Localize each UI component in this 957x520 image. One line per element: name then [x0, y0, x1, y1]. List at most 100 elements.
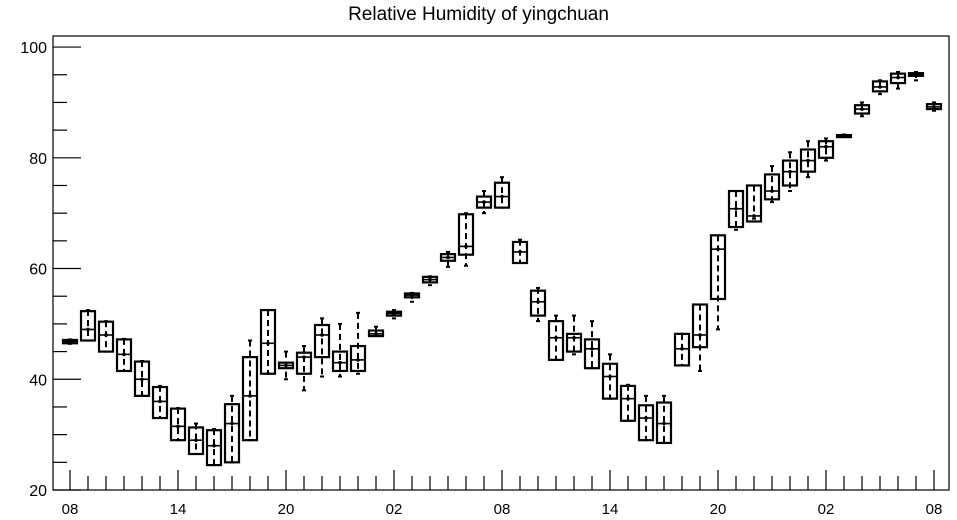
median-point — [86, 327, 90, 332]
y-tick-label: 40 — [29, 372, 47, 389]
median-point — [734, 206, 738, 211]
box-hour-48 — [925, 101, 943, 112]
box-hour-11 — [259, 308, 277, 375]
median-point — [446, 255, 450, 260]
box-hour-22 — [457, 212, 475, 267]
median-point — [194, 438, 198, 442]
median-point — [680, 347, 684, 351]
box — [745, 184, 763, 223]
box-hour-42 — [817, 137, 835, 162]
box-hour-43 — [835, 133, 853, 139]
box-hour-24 — [493, 176, 511, 209]
box-hour-29 — [583, 320, 601, 370]
box — [781, 159, 799, 187]
median-point — [266, 341, 270, 346]
box-hour-2 — [97, 320, 115, 353]
box — [115, 338, 133, 373]
box-hour-27 — [547, 314, 565, 361]
tick-labels: 20 40 60 80 100 08 14 20 02 08 14 20 02 08 — [20, 40, 942, 518]
median-point — [896, 75, 900, 80]
box-hour-46 — [889, 70, 907, 90]
median-point — [860, 107, 864, 111]
x-tick-label: 08 — [926, 501, 943, 518]
median-point — [302, 355, 306, 359]
x-tick-label: 08 — [494, 501, 511, 518]
box-hour-30 — [601, 353, 619, 400]
box — [619, 384, 637, 422]
box — [295, 351, 313, 375]
median-point — [284, 363, 288, 368]
box — [601, 362, 619, 400]
box-hour-4 — [133, 359, 151, 397]
chart-title: Relative Humidity of yingchuan — [348, 4, 609, 25]
box — [151, 385, 169, 420]
box-hour-0 — [61, 338, 79, 345]
box-hour-6 — [169, 407, 187, 442]
box-hour-35 — [691, 303, 709, 372]
box — [637, 404, 655, 442]
median-point — [374, 332, 378, 336]
box-hour-15 — [331, 322, 349, 378]
median-point — [806, 158, 810, 163]
median-point — [842, 133, 846, 138]
median-point — [788, 169, 792, 174]
median-point — [338, 360, 342, 365]
x-tick-label: 02 — [818, 501, 835, 518]
box-hour-31 — [619, 383, 637, 422]
box — [79, 310, 97, 342]
median-point — [752, 214, 756, 218]
box — [331, 350, 349, 373]
box — [493, 181, 511, 209]
median-point — [158, 399, 162, 404]
box — [259, 308, 277, 375]
box — [349, 344, 367, 373]
box — [691, 303, 709, 349]
box — [889, 72, 907, 85]
median-point — [554, 335, 558, 340]
axes — [52, 35, 950, 491]
median-point — [104, 333, 108, 337]
box-hour-23 — [475, 190, 493, 215]
median-point — [878, 85, 882, 89]
box-hour-41 — [799, 140, 817, 179]
box-hour-14 — [313, 317, 331, 378]
median-point — [698, 333, 702, 337]
box-hour-28 — [565, 314, 583, 356]
box-hour-34 — [673, 332, 691, 367]
box — [97, 320, 115, 353]
box-hour-3 — [115, 337, 133, 373]
y-tick-label: 60 — [29, 262, 47, 279]
box — [313, 323, 331, 359]
box — [205, 429, 223, 467]
median-point — [770, 189, 774, 193]
median-point — [536, 299, 540, 304]
box — [655, 401, 673, 445]
median-point — [518, 250, 522, 254]
median-point — [356, 358, 360, 362]
box-hour-36 — [709, 234, 727, 331]
x-tick-label: 02 — [386, 501, 403, 518]
box-hour-45 — [871, 79, 889, 96]
median-point — [608, 374, 612, 379]
box — [547, 320, 565, 361]
box-hour-5 — [151, 384, 169, 420]
y-tick-label: 100 — [20, 40, 47, 57]
x-tick-label: 08 — [62, 501, 79, 518]
plot-frame — [52, 35, 950, 491]
median-point — [500, 194, 504, 199]
median-point — [824, 144, 828, 149]
box-hour-38 — [745, 184, 763, 223]
box-hour-47 — [907, 70, 925, 82]
box-hour-10 — [241, 339, 259, 442]
box-hour-12 — [277, 350, 295, 381]
box-hour-18 — [385, 309, 403, 320]
box-hour-1 — [79, 309, 97, 342]
median-point — [248, 394, 252, 398]
box — [583, 338, 601, 370]
box — [457, 213, 475, 256]
box — [223, 403, 241, 464]
box-hour-37 — [727, 189, 745, 231]
boxes — [61, 70, 943, 467]
x-tick-label: 14 — [170, 501, 187, 518]
